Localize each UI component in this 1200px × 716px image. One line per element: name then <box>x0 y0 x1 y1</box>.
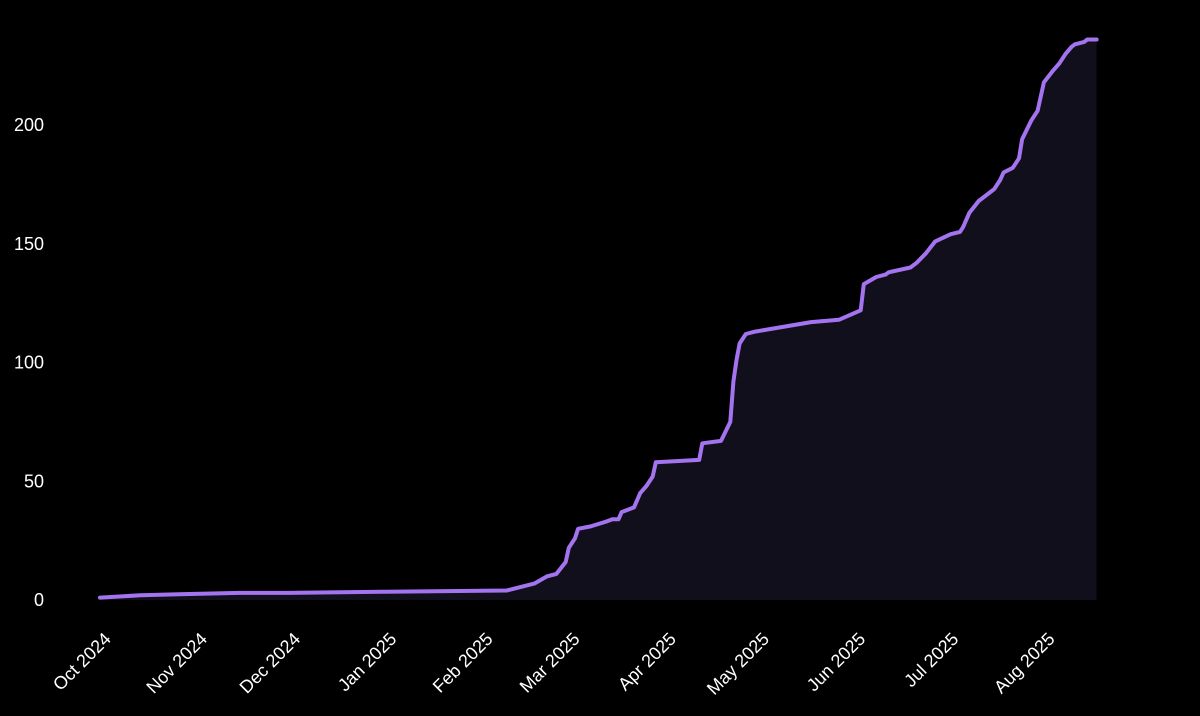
y-axis: 0 50 100 150 200 <box>14 115 44 610</box>
y-tick-label: 150 <box>14 234 44 254</box>
series-area-fill <box>100 39 1097 600</box>
y-tick-label: 50 <box>24 471 44 491</box>
area-layer <box>100 39 1097 600</box>
y-tick-label: 200 <box>14 115 44 135</box>
y-tick-label: 100 <box>14 353 44 373</box>
y-tick-label: 0 <box>34 590 44 610</box>
series-line <box>98 37 1099 600</box>
line-layer <box>98 37 1099 600</box>
